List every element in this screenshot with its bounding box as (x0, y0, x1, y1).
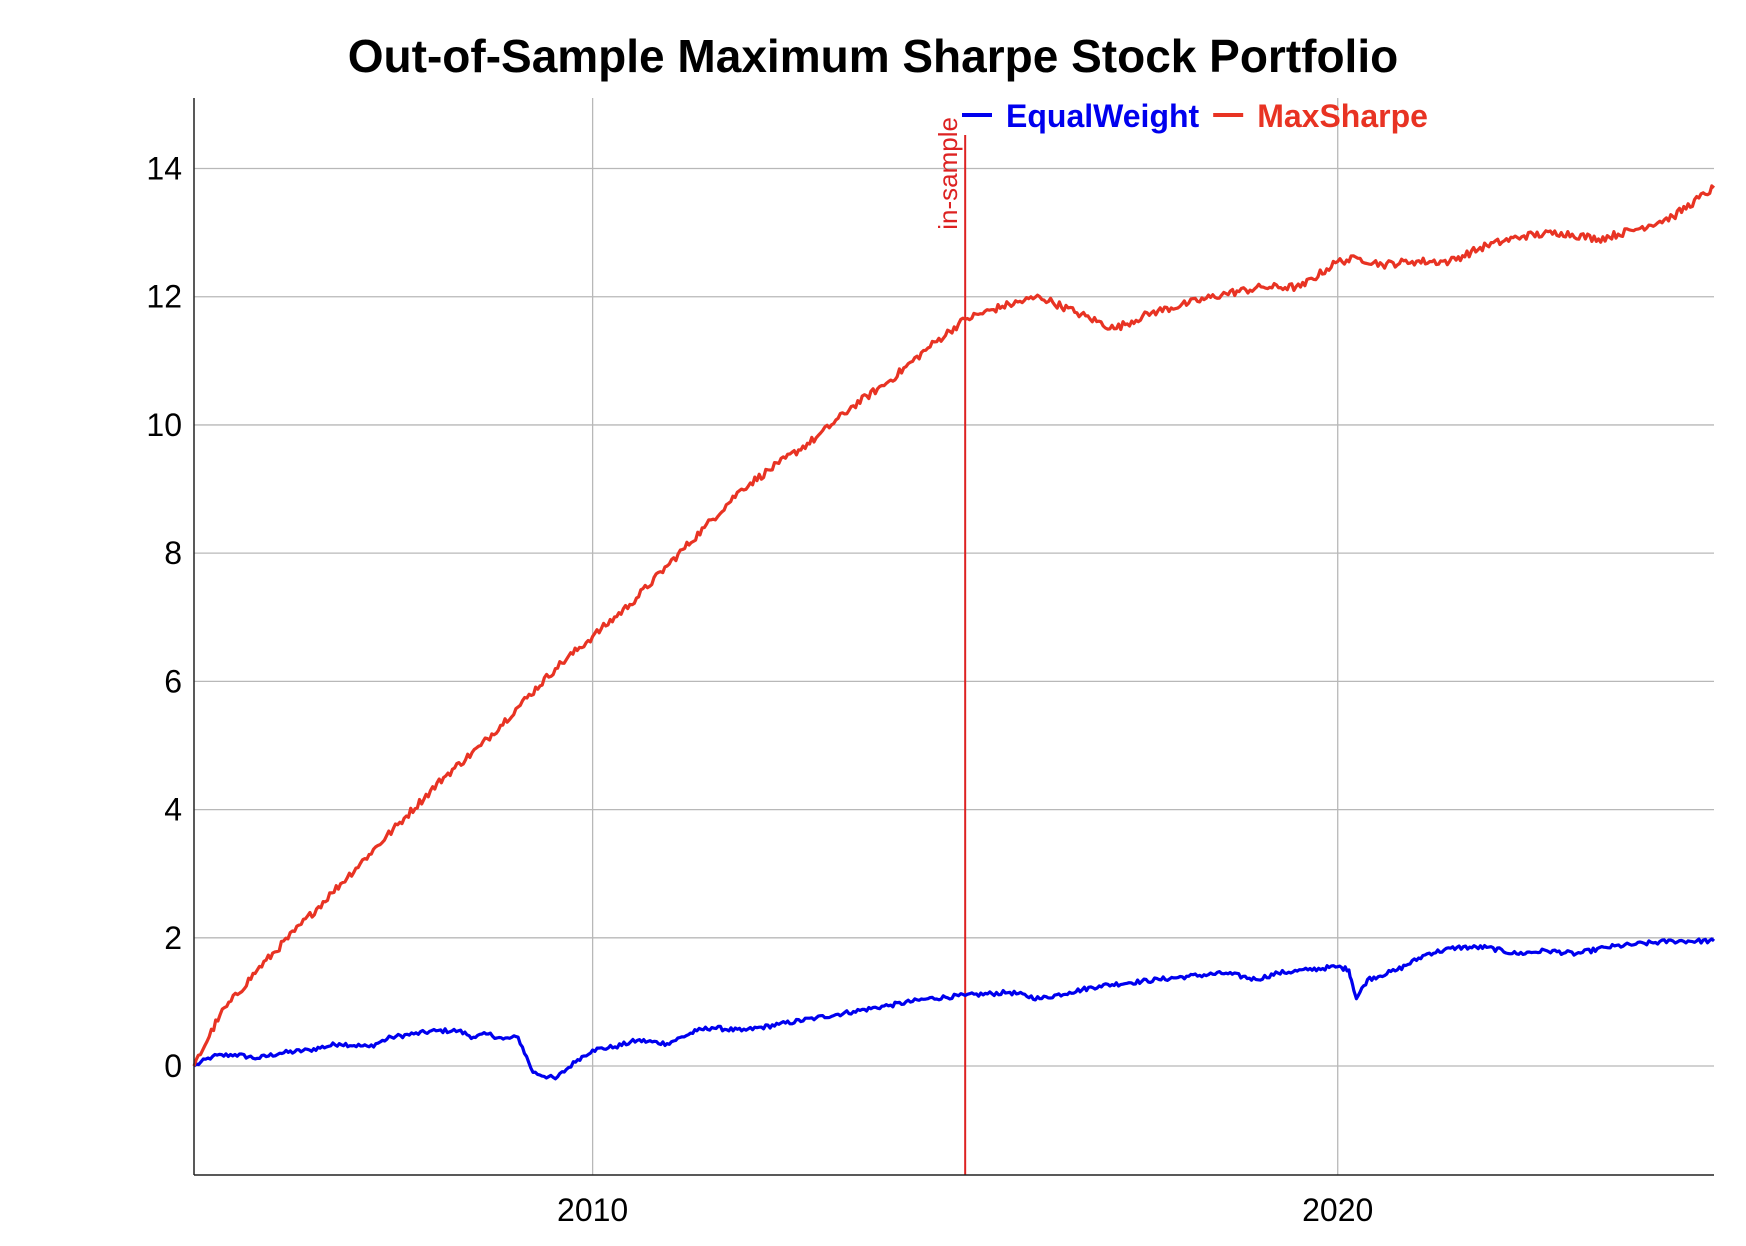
y-tick-label: 4 (164, 792, 182, 828)
in-sample-label: in-sample (933, 117, 963, 230)
legend-label-maxsharpe: MaxSharpe (1257, 98, 1428, 134)
axes: 0 2 4 6 8 10 12 14 2010 2020 (146, 98, 1714, 1228)
x-tick-label: 2010 (557, 1192, 628, 1228)
series-line-equalweight (192, 937, 1716, 1081)
annotation-layer: in-sample (933, 117, 967, 1175)
series-layer (192, 184, 1716, 1081)
y-tick-label: 2 (164, 920, 182, 956)
legend-label-equalweight: EqualWeight (1006, 98, 1200, 134)
y-tick-label: 10 (146, 407, 182, 443)
y-tick-label: 6 (164, 663, 182, 699)
legend: EqualWeight MaxSharpe (962, 98, 1428, 134)
chart-title: Out-of-Sample Maximum Sharpe Stock Portf… (348, 30, 1398, 82)
y-tick-label: 0 (164, 1048, 182, 1084)
series-line-maxsharpe (192, 184, 1716, 1067)
y-tick-label: 14 (146, 151, 182, 187)
y-tick-label: 12 (146, 279, 182, 315)
y-tick-label: 8 (164, 535, 182, 571)
x-tick-label: 2020 (1302, 1192, 1373, 1228)
